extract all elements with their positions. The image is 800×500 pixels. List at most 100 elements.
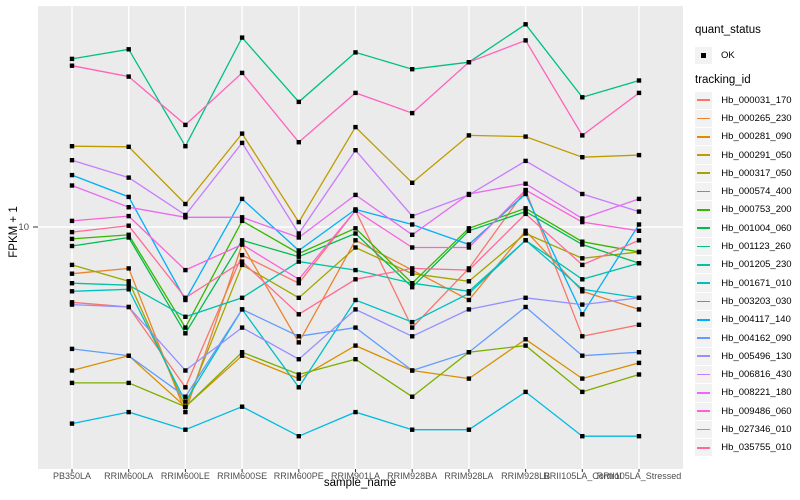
data-point: [466, 427, 472, 432]
data-point: [410, 213, 415, 219]
legend-key: [695, 164, 713, 182]
legend-key-line: [697, 245, 711, 248]
data-point: [636, 90, 642, 96]
data-point: [69, 229, 75, 235]
legend-item-Hb_001205_230: Hb_001205_230: [695, 256, 792, 274]
data-point: [466, 376, 472, 381]
legend-label: Hb_004162_090: [721, 332, 792, 344]
data-point: [296, 99, 301, 105]
legend-item-Hb_006816_430: Hb_006816_430: [695, 365, 792, 384]
legend-key: [695, 182, 713, 201]
legend-label: Hb_005496_130: [721, 350, 792, 362]
data-point: [69, 271, 75, 276]
legend-key: [695, 146, 713, 164]
data-point: [239, 238, 245, 243]
data-point: [126, 353, 131, 358]
data-point: [69, 421, 75, 426]
data-point: [410, 319, 415, 325]
legend-key-line: [697, 154, 711, 156]
data-point: [183, 267, 188, 273]
data-point: [636, 78, 642, 83]
legend-key-ok: [695, 47, 712, 64]
legend-label: Hb_006816_430: [721, 369, 792, 381]
data-point: [239, 140, 245, 146]
data-point: [580, 191, 585, 197]
data-point: [126, 144, 131, 149]
x-tick-label: RRIM600LA: [104, 471, 154, 481]
data-point: [580, 434, 585, 439]
data-point: [183, 385, 188, 390]
data-point: [580, 239, 585, 244]
data-point: [410, 271, 415, 276]
data-point: [69, 243, 75, 249]
data-point: [296, 259, 301, 264]
legend-key-line: [697, 410, 711, 413]
legend-label: Hb_004117_140: [721, 314, 791, 326]
data-point: [296, 295, 301, 300]
x-tick-label: RRIM928LB: [501, 471, 551, 481]
data-point: [410, 281, 415, 286]
legend-tracking-items: Hb_000031_170 Hb_000265_230 Hb_000281_090 H…: [695, 91, 792, 457]
data-point: [353, 192, 358, 198]
data-point: [353, 297, 358, 303]
data-point: [523, 181, 528, 186]
data-point: [69, 172, 75, 178]
data-point: [296, 251, 301, 256]
data-point: [353, 245, 358, 250]
data-point: [239, 196, 245, 202]
data-point: [296, 312, 301, 317]
data-point: [183, 212, 188, 218]
data-point: [239, 325, 245, 330]
data-point: [636, 372, 642, 377]
legend-key-line: [697, 190, 711, 193]
y-tick-label: 10: [18, 222, 29, 233]
legend-key: [695, 329, 713, 347]
data-point: [636, 152, 642, 158]
data-point: [239, 242, 245, 247]
legend-key-line: [697, 392, 711, 394]
data-point: [466, 297, 472, 303]
legend-label: Hb_008221_180: [721, 387, 792, 399]
data-point: [183, 368, 188, 373]
data-point: [410, 427, 415, 432]
x-tick-label: RRIM600LE: [160, 471, 210, 481]
data-point: [69, 158, 75, 163]
legend-key: [695, 201, 713, 219]
data-point: [296, 340, 301, 345]
data-point: [239, 262, 245, 268]
x-axis-title: sample_name: [323, 477, 397, 489]
legend-item-Hb_001123_260: Hb_001123_260: [695, 237, 792, 256]
data-point: [353, 208, 358, 213]
data-point: [636, 238, 642, 243]
data-point: [523, 295, 528, 300]
data-point: [580, 277, 585, 282]
data-point: [239, 215, 245, 220]
data-point: [410, 334, 415, 339]
data-point: [410, 180, 415, 185]
data-point: [580, 287, 585, 292]
data-point: [126, 205, 131, 210]
data-point: [183, 394, 188, 399]
data-point: [580, 262, 585, 268]
legend-key-line: [697, 117, 711, 120]
legend-item-Hb_000317_050: Hb_000317_050: [695, 164, 792, 182]
data-point: [296, 281, 301, 286]
data-point: [126, 232, 131, 237]
legend-item-Hb_035755_010: Hb_035755_010: [695, 439, 792, 457]
data-point: [410, 67, 415, 72]
data-point: [183, 427, 188, 432]
data-point: [523, 22, 528, 27]
data-point: [410, 110, 415, 116]
data-point: [353, 90, 358, 96]
legend-item-Hb_000265_230: Hb_000265_230: [695, 109, 792, 128]
legend-key-line: [697, 337, 711, 339]
legend-item-Hb_000281_090: Hb_000281_090: [695, 128, 792, 146]
data-point: [580, 312, 585, 317]
legend-key-line: [697, 209, 711, 211]
data-point: [353, 238, 358, 243]
legend-key-line: [697, 373, 711, 376]
data-point: [636, 261, 642, 266]
legend-item-Hb_008221_180: Hb_008221_180: [695, 384, 792, 402]
data-point: [126, 409, 131, 415]
